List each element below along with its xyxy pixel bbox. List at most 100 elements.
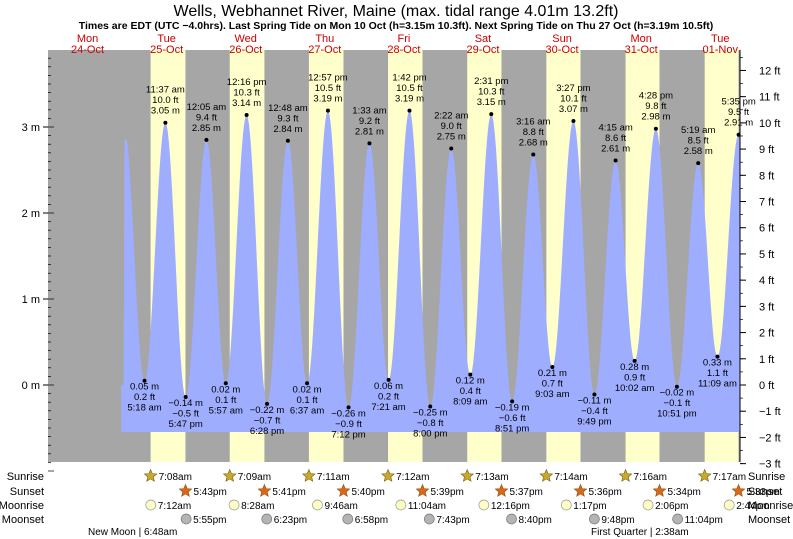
- low-tide-label: 0.02 m: [211, 384, 240, 395]
- sunrise-icon: [143, 468, 158, 482]
- high-tide-label: 2.68 m: [519, 138, 548, 149]
- astronomy-rows: Sunrise Sunrise Sunset Sunset Moonrise Moonri…: [0, 468, 793, 538]
- moonrise-icon: [395, 499, 407, 511]
- tide-point: [244, 112, 249, 117]
- tide-point: [489, 112, 494, 117]
- day-labels: Mon24-OctTue25-OctWed26-OctThu27-OctFri2…: [71, 33, 738, 56]
- moonset-time: 6:23pm: [274, 515, 307, 526]
- tide-point: [204, 137, 209, 142]
- sunset-icon: [731, 483, 746, 497]
- sunrise-time: 7:11am: [317, 472, 350, 483]
- high-tide-label: 5:35 pm: [721, 97, 755, 108]
- low-tide-label: 0.1 ft: [297, 395, 318, 406]
- low-tide-label: −0.8 ft: [417, 418, 444, 429]
- sunrise-icon: [460, 468, 475, 482]
- right-axis-label: −1 ft: [759, 406, 781, 418]
- moonrise-time: 8:28am: [241, 501, 274, 512]
- sunrise-icon: [618, 468, 633, 482]
- tide-point: [428, 404, 433, 409]
- tide-point: [367, 141, 372, 146]
- tide-point: [265, 401, 270, 406]
- low-tide-label: −0.26 m: [331, 408, 366, 419]
- sunset-time: 5:33pm: [747, 487, 780, 498]
- day-label-date: 29-Oct: [466, 44, 499, 56]
- low-tide-label: −0.9 ft: [335, 419, 362, 430]
- sunset-icon: [652, 483, 667, 497]
- high-tide-label: 12:05 am: [187, 102, 227, 113]
- high-tide-label: 9.8 ft: [645, 101, 666, 112]
- low-tide-label: 10:51 pm: [657, 409, 697, 420]
- left-axis-label: 3 m: [22, 122, 40, 134]
- high-tide-label: 10.0 ft: [152, 95, 179, 106]
- moonrise-icon: [312, 499, 323, 511]
- low-tide-label: 6:28 pm: [250, 426, 284, 437]
- high-tide-label: 2.61 m: [601, 144, 630, 155]
- right-axis-label: 1 ft: [759, 354, 774, 366]
- tide-curve: [121, 110, 740, 432]
- low-tide-label: 0.7 ft: [542, 378, 563, 389]
- high-tide-label: 10.1 ft: [560, 93, 587, 104]
- moonrise-icon: [145, 499, 157, 511]
- row-label-left-moonrise: Moonrise: [0, 500, 44, 512]
- high-tide-label: 12:16 pm: [227, 77, 267, 88]
- sunrise-icon: [301, 468, 316, 482]
- low-tide-label: 6:37 am: [290, 405, 324, 416]
- moonset-time: 9:48pm: [601, 515, 634, 526]
- tide-point: [531, 152, 536, 157]
- row-label-right-sunset: Sunset: [748, 486, 782, 498]
- moonrise-time: 2:06pm: [655, 501, 688, 512]
- moonrise-time: 11:04am: [408, 501, 446, 512]
- high-tide-label: 3.15 m: [477, 97, 506, 108]
- day-label-dow: Fri: [397, 33, 410, 45]
- right-axis-label: 3 ft: [759, 301, 774, 313]
- tide-point: [613, 158, 618, 163]
- tide-point: [592, 392, 597, 397]
- low-tide-label: 7:21 am: [371, 402, 405, 413]
- right-axis-label: 5 ft: [759, 249, 774, 261]
- low-tide-label: 0.9 ft: [624, 372, 645, 383]
- sunset-time: 5:36pm: [589, 487, 622, 498]
- tide-point: [142, 378, 147, 383]
- high-tide-label: 2.75 m: [437, 132, 466, 143]
- right-axis-label: 11 ft: [759, 92, 780, 104]
- tide-point: [285, 138, 290, 143]
- day-label-date: 26-Oct: [229, 44, 262, 56]
- high-tide-label: 11:37 am: [146, 85, 185, 96]
- moonset-time: 8:40pm: [519, 515, 552, 526]
- high-tide-label: 10.3 ft: [233, 87, 260, 98]
- low-tide-label: 11:09 am: [698, 379, 737, 390]
- low-tide-label: 0.12 m: [456, 376, 485, 387]
- high-tide-label: 2.58 m: [684, 146, 713, 157]
- low-tide-label: −0.6 ft: [499, 413, 526, 424]
- left-axis-label: 0 m: [22, 380, 40, 392]
- low-tide-label: 1.1 ft: [707, 368, 728, 379]
- low-tide-label: 5:18 am: [127, 403, 161, 414]
- right-axis-label: 2 ft: [759, 328, 774, 340]
- day-label-dow: Sun: [552, 33, 572, 45]
- low-tide-label: 0.21 m: [538, 368, 567, 379]
- moonrise-time: 1:17pm: [573, 501, 606, 512]
- right-axis-label: −3 ft: [759, 459, 781, 471]
- high-tide-label: 3.05 m: [151, 106, 180, 117]
- tide-point: [715, 354, 720, 359]
- low-tide-label: −0.22 m: [250, 405, 285, 416]
- low-tide-label: 9:49 pm: [577, 416, 611, 427]
- tide-point: [550, 364, 555, 369]
- day-label-dow: Thu: [315, 33, 334, 45]
- right-axis-label: 4 ft: [759, 275, 774, 287]
- high-tide-label: 1:42 pm: [392, 73, 426, 84]
- sunrise-time: 7:09am: [238, 472, 271, 483]
- high-tide-label: 1:33 am: [352, 105, 386, 116]
- tide-point: [407, 108, 412, 113]
- day-label-dow: Tue: [157, 33, 176, 45]
- sunrise-time: 7:14am: [554, 472, 587, 483]
- sunset-icon: [494, 483, 509, 497]
- right-axis-label: 8 ft: [759, 170, 774, 182]
- tide-point: [736, 132, 741, 137]
- high-tide-label: 2.98 m: [641, 112, 670, 123]
- sunset-icon: [415, 483, 430, 497]
- tide-point: [449, 146, 454, 151]
- moonset-time: 5:55pm: [193, 515, 226, 526]
- left-axis-label: 2 m: [22, 208, 40, 220]
- low-tide-label: 0.06 m: [374, 381, 403, 392]
